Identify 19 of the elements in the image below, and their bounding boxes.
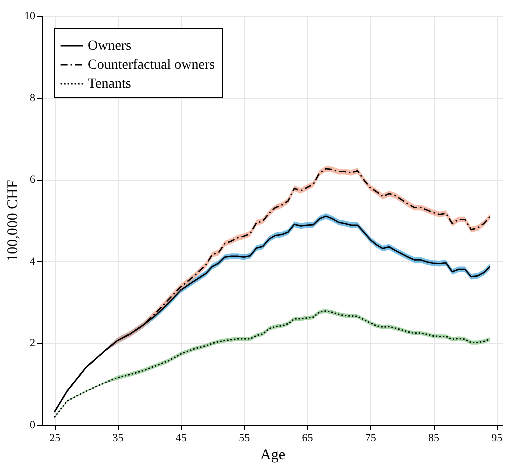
x-tick-label: 85 bbox=[428, 432, 440, 444]
legend-label: Owners bbox=[88, 39, 132, 54]
y-tick-label: 10 bbox=[24, 10, 36, 22]
x-axis-title: Age bbox=[260, 448, 286, 464]
x-tick-label: 65 bbox=[302, 432, 314, 444]
x-tick-label: 35 bbox=[112, 432, 124, 444]
y-axis-title: 100,000 CHF bbox=[6, 180, 22, 262]
x-tick-label: 25 bbox=[50, 432, 62, 444]
x-tick-label: 55 bbox=[239, 432, 251, 444]
x-tick-label: 45 bbox=[176, 432, 188, 444]
y-tick-label: 0 bbox=[30, 420, 36, 432]
y-tick-label: 4 bbox=[30, 256, 36, 268]
y-tick-label: 2 bbox=[30, 338, 36, 350]
x-tick-label: 75 bbox=[365, 432, 377, 444]
y-tick-label: 8 bbox=[30, 92, 36, 104]
legend-label: Tenants bbox=[88, 77, 132, 92]
x-tick-label: 95 bbox=[492, 432, 504, 444]
y-tick-label: 6 bbox=[30, 174, 36, 186]
legend-label: Counterfactual owners bbox=[88, 58, 216, 73]
